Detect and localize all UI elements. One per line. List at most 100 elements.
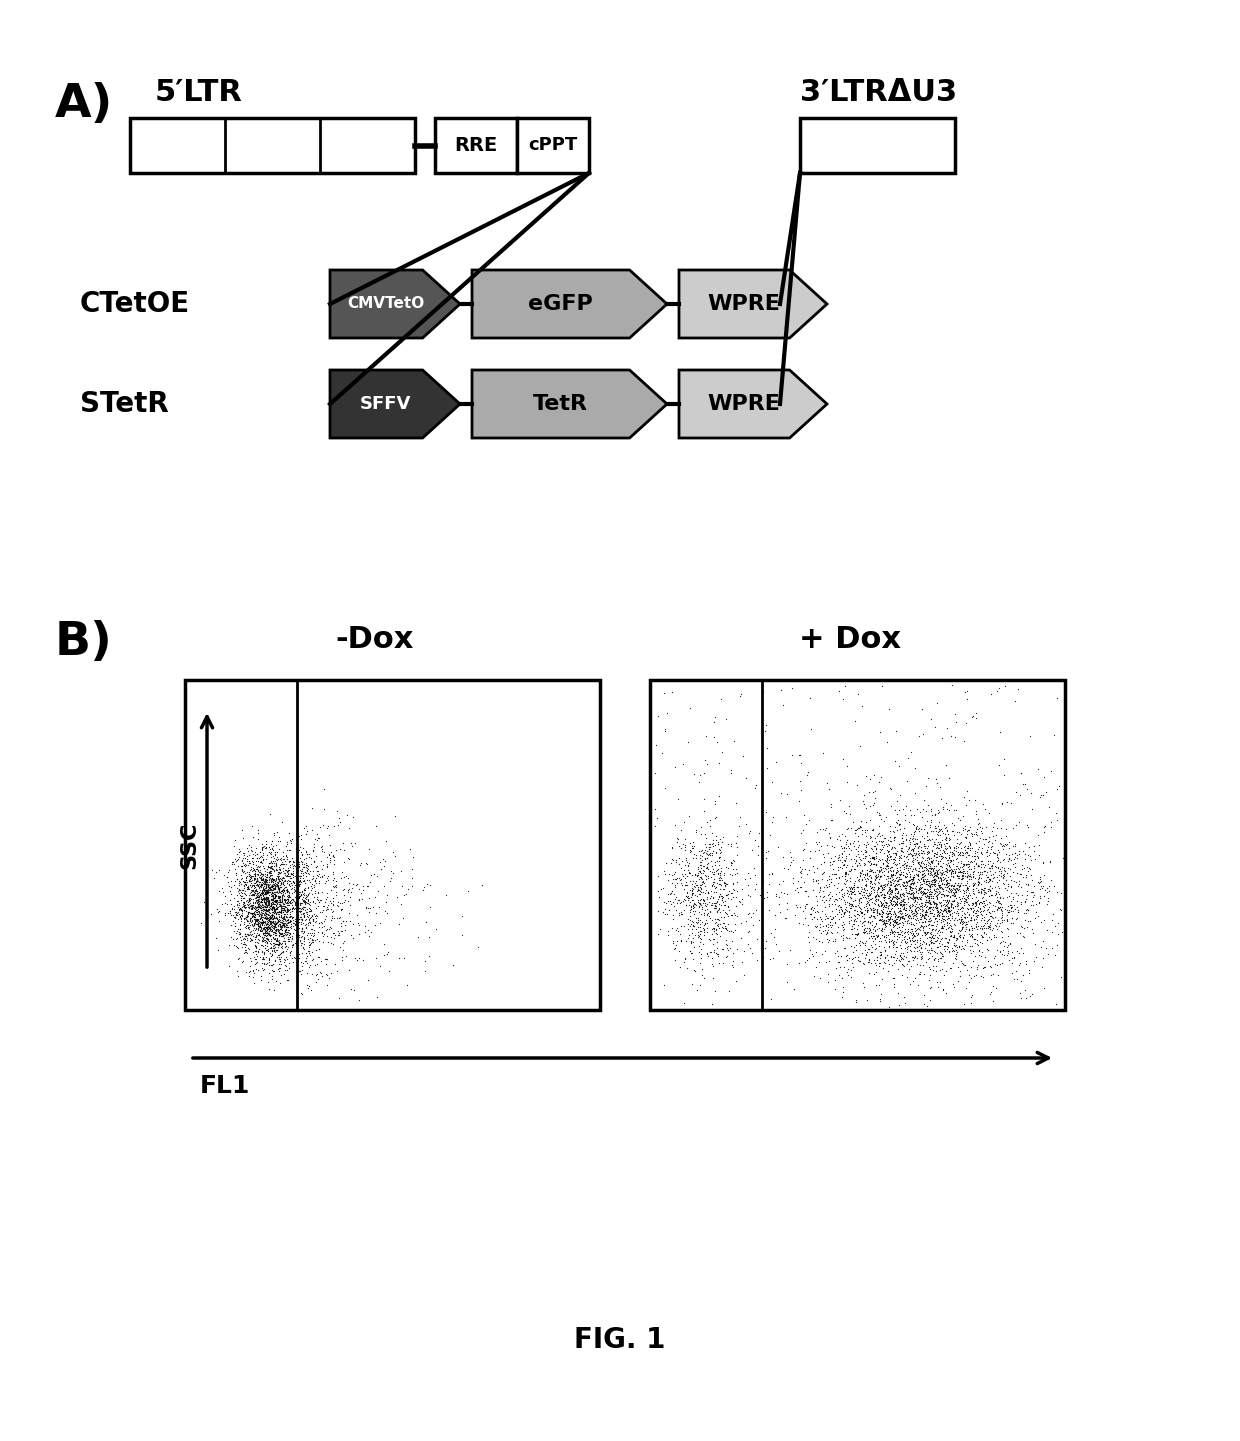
Point bbox=[283, 853, 303, 876]
Point bbox=[950, 840, 970, 863]
Point bbox=[846, 869, 866, 892]
Point bbox=[258, 940, 278, 963]
Point bbox=[965, 927, 985, 950]
Point bbox=[268, 885, 288, 908]
Point bbox=[248, 899, 268, 922]
Point bbox=[278, 893, 298, 916]
Point bbox=[939, 829, 959, 852]
Point bbox=[248, 898, 268, 921]
Point bbox=[885, 882, 905, 905]
Point bbox=[694, 914, 714, 937]
Point bbox=[966, 886, 986, 909]
Point bbox=[892, 941, 911, 964]
Point bbox=[277, 859, 296, 882]
Point bbox=[272, 895, 291, 918]
Point bbox=[288, 888, 308, 911]
Point bbox=[273, 866, 293, 889]
Point bbox=[900, 973, 920, 996]
Point bbox=[867, 889, 887, 912]
Point bbox=[257, 883, 277, 906]
Point bbox=[294, 856, 314, 879]
Point bbox=[247, 862, 267, 885]
Point bbox=[945, 883, 965, 906]
Point bbox=[890, 908, 910, 931]
Point bbox=[288, 878, 308, 901]
Point bbox=[884, 875, 904, 898]
Point bbox=[226, 847, 246, 870]
Point bbox=[957, 853, 977, 876]
Point bbox=[260, 867, 280, 891]
Point bbox=[904, 905, 924, 928]
Point bbox=[247, 940, 267, 963]
Point bbox=[903, 853, 923, 876]
Point bbox=[753, 860, 773, 883]
Point bbox=[883, 934, 903, 957]
Point bbox=[833, 836, 853, 859]
Point bbox=[722, 953, 742, 976]
Point bbox=[298, 853, 317, 876]
Point bbox=[263, 895, 283, 918]
Point bbox=[734, 940, 754, 963]
Point bbox=[250, 873, 270, 896]
Point bbox=[890, 889, 910, 912]
Point bbox=[932, 866, 952, 889]
Point bbox=[890, 906, 910, 929]
Point bbox=[874, 911, 894, 934]
Point bbox=[1040, 869, 1060, 892]
Point bbox=[249, 870, 269, 893]
Point bbox=[285, 912, 305, 935]
Point bbox=[249, 860, 269, 883]
Point bbox=[253, 927, 273, 950]
Point bbox=[702, 891, 722, 914]
Point bbox=[894, 888, 914, 911]
Point bbox=[273, 867, 293, 891]
Point bbox=[264, 911, 284, 934]
Point bbox=[973, 925, 993, 948]
Point bbox=[954, 905, 973, 928]
Point bbox=[294, 919, 314, 942]
Point bbox=[274, 951, 294, 974]
Point bbox=[1016, 908, 1035, 931]
Point bbox=[853, 863, 873, 886]
Point bbox=[961, 906, 981, 929]
Point bbox=[900, 896, 920, 919]
Point bbox=[255, 880, 275, 904]
Point bbox=[221, 899, 241, 922]
Point bbox=[262, 852, 281, 875]
Point bbox=[926, 893, 946, 916]
Point bbox=[900, 876, 920, 899]
Point bbox=[821, 847, 841, 870]
Point bbox=[231, 932, 250, 955]
Point bbox=[937, 836, 957, 859]
Point bbox=[722, 929, 742, 953]
Point bbox=[957, 840, 977, 863]
Point bbox=[281, 862, 301, 885]
Point bbox=[244, 905, 264, 928]
Point bbox=[300, 891, 320, 914]
Point bbox=[697, 921, 717, 944]
Point bbox=[226, 869, 246, 892]
Point bbox=[883, 885, 903, 908]
Point bbox=[258, 855, 278, 878]
Point bbox=[911, 866, 931, 889]
Point bbox=[262, 856, 281, 879]
Point bbox=[940, 909, 960, 932]
Point bbox=[864, 827, 884, 850]
Point bbox=[885, 905, 905, 928]
Point bbox=[889, 867, 909, 891]
Point bbox=[272, 964, 291, 987]
Point bbox=[885, 909, 905, 932]
Point bbox=[866, 837, 885, 860]
Point bbox=[274, 963, 294, 986]
Point bbox=[894, 908, 914, 931]
Point bbox=[686, 846, 706, 869]
Point bbox=[998, 934, 1018, 957]
Point bbox=[941, 924, 961, 947]
Point bbox=[303, 931, 322, 954]
Point bbox=[267, 853, 286, 876]
Point bbox=[963, 878, 983, 901]
Point bbox=[946, 880, 966, 904]
Point bbox=[727, 836, 746, 859]
Point bbox=[816, 922, 836, 945]
Point bbox=[885, 842, 905, 865]
